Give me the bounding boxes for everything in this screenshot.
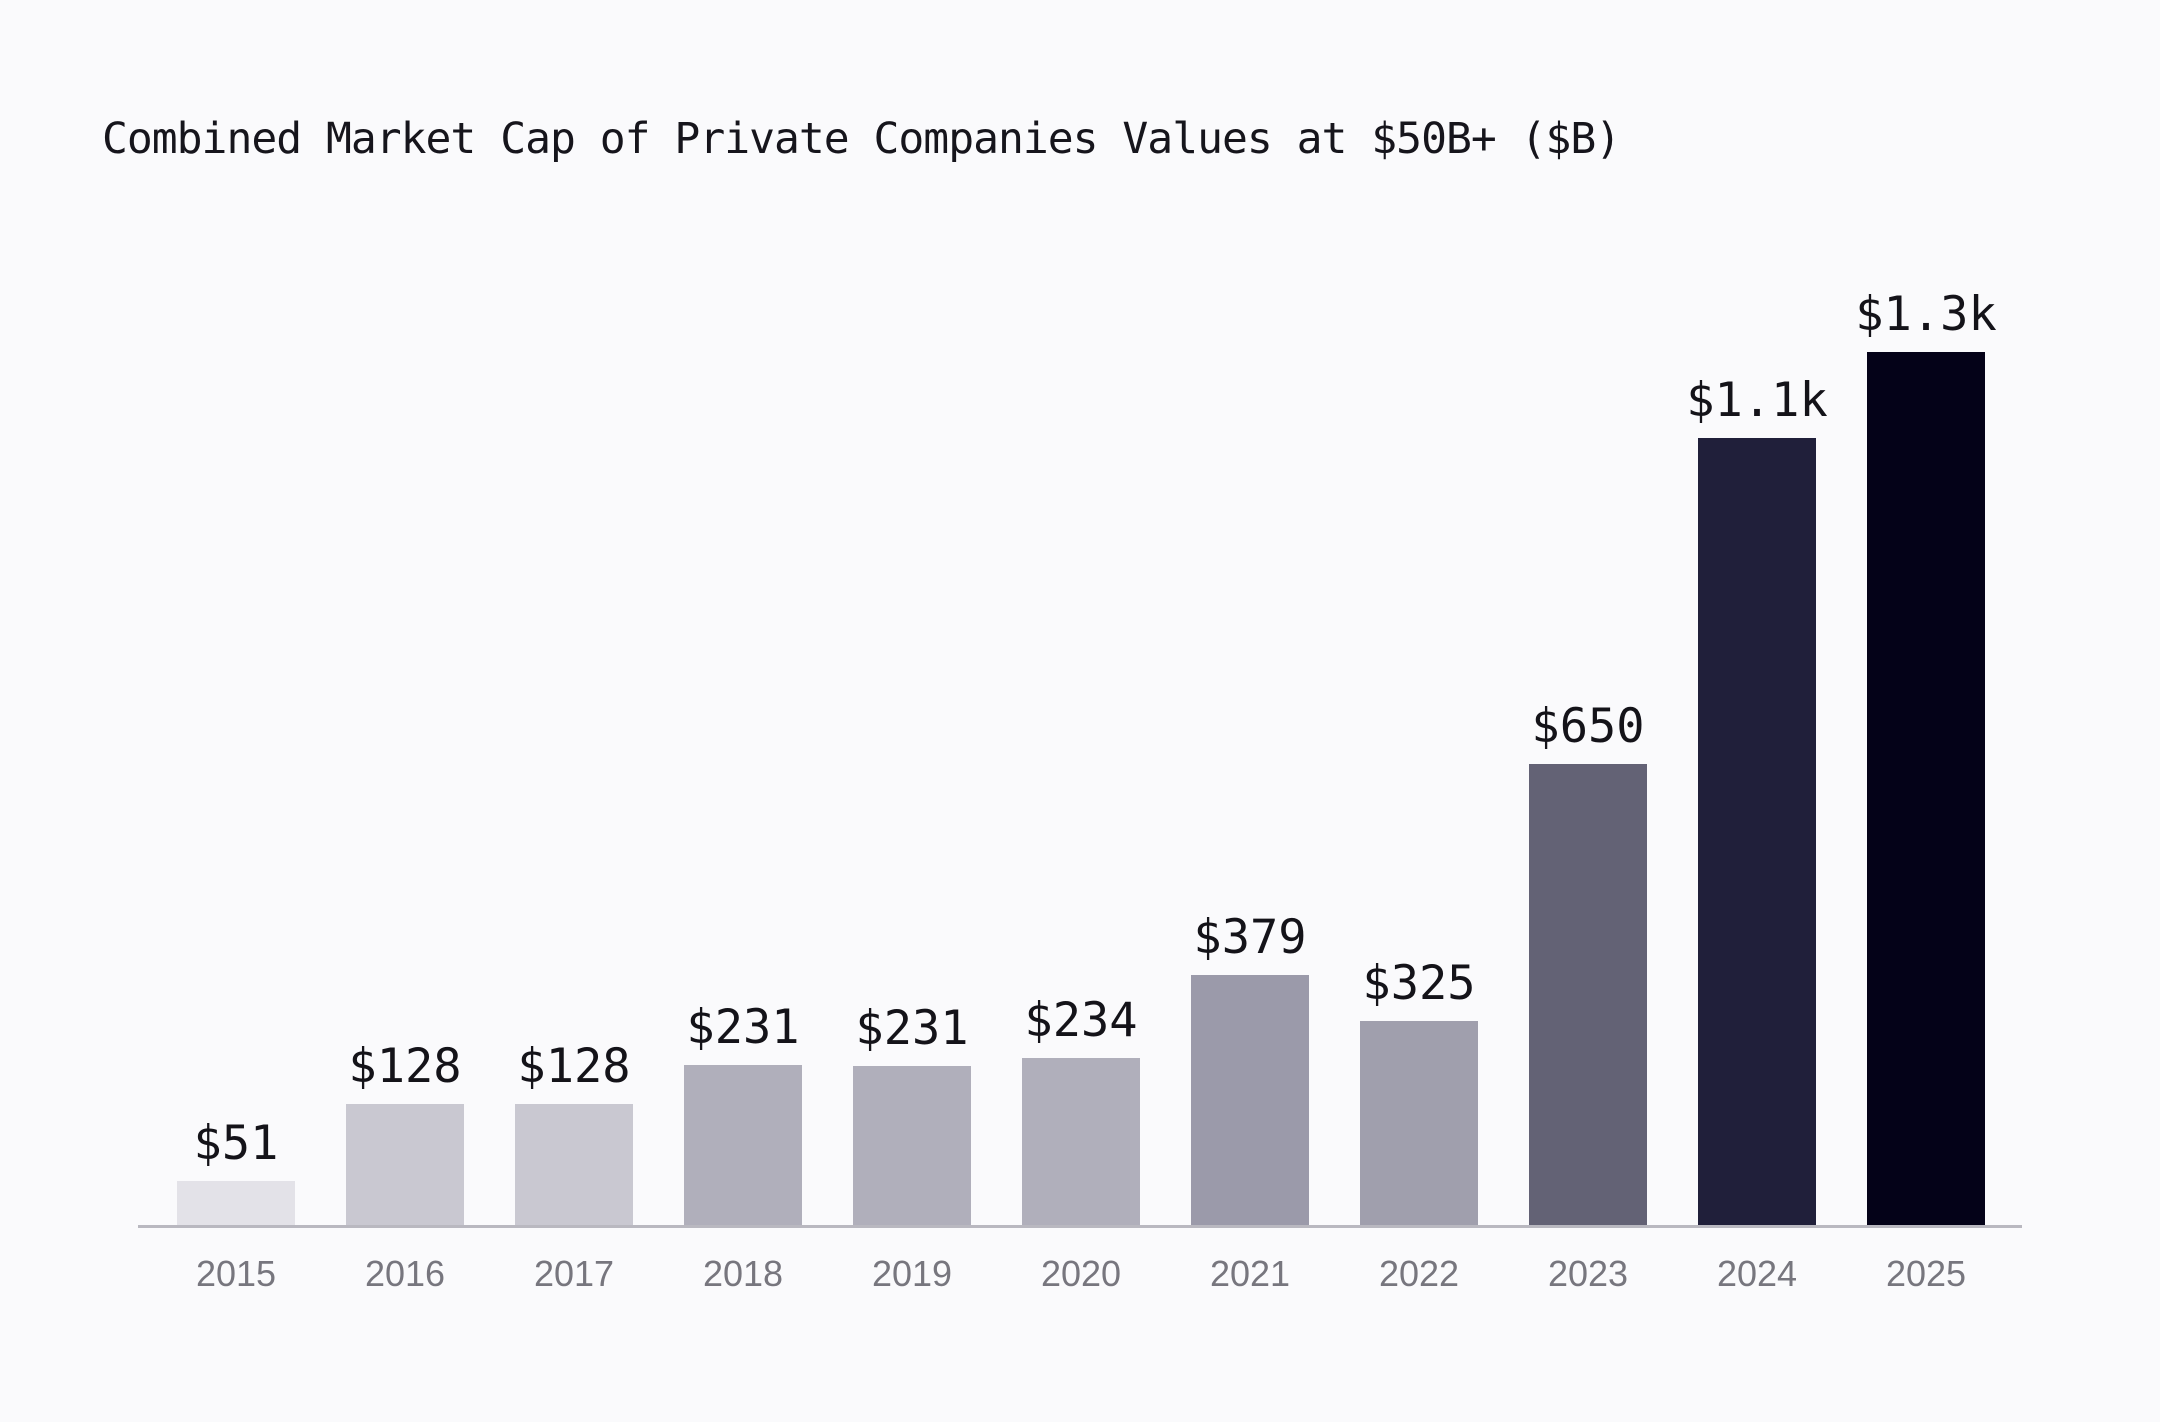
bar-value-label: $128 <box>348 1039 462 1094</box>
bar-value-label: $379 <box>1193 910 1307 965</box>
x-tick-label: 2015 <box>195 1253 277 1294</box>
bar-value-label: $1.1k <box>1686 373 1828 428</box>
x-tick-label: 2025 <box>1885 1253 1967 1294</box>
bar <box>515 1104 633 1226</box>
bar-value-label: $231 <box>686 1000 800 1055</box>
bar-value-label: $51 <box>193 1116 279 1171</box>
bar <box>1360 1021 1478 1226</box>
bar <box>1867 352 1985 1226</box>
bar-value-label: $231 <box>855 1001 969 1056</box>
x-tick-label: 2021 <box>1209 1253 1291 1294</box>
x-tick-label: 2019 <box>871 1253 953 1294</box>
bar-value-label: $234 <box>1024 993 1138 1048</box>
bar <box>684 1065 802 1226</box>
bar <box>1529 764 1647 1226</box>
bar-value-label: $1.3k <box>1855 287 1997 342</box>
bar <box>1698 438 1816 1226</box>
bar-value-label: $325 <box>1362 956 1476 1011</box>
bar-value-label: $128 <box>517 1039 631 1094</box>
bar <box>346 1104 464 1226</box>
x-axis-line <box>138 1225 2022 1228</box>
chart-title: Combined Market Cap of Private Companies… <box>102 114 1621 164</box>
x-tick-label: 2016 <box>364 1253 446 1294</box>
bar <box>177 1181 295 1226</box>
bar-value-label: $650 <box>1531 699 1645 754</box>
bar <box>853 1066 971 1226</box>
x-tick-label: 2017 <box>533 1253 615 1294</box>
x-tick-label: 2022 <box>1378 1253 1460 1294</box>
x-tick-label: 2023 <box>1547 1253 1629 1294</box>
x-tick-label: 2020 <box>1040 1253 1122 1294</box>
x-tick-label: 2018 <box>702 1253 784 1294</box>
x-tick-label: 2024 <box>1716 1253 1798 1294</box>
bar <box>1191 975 1309 1226</box>
bar <box>1022 1058 1140 1226</box>
